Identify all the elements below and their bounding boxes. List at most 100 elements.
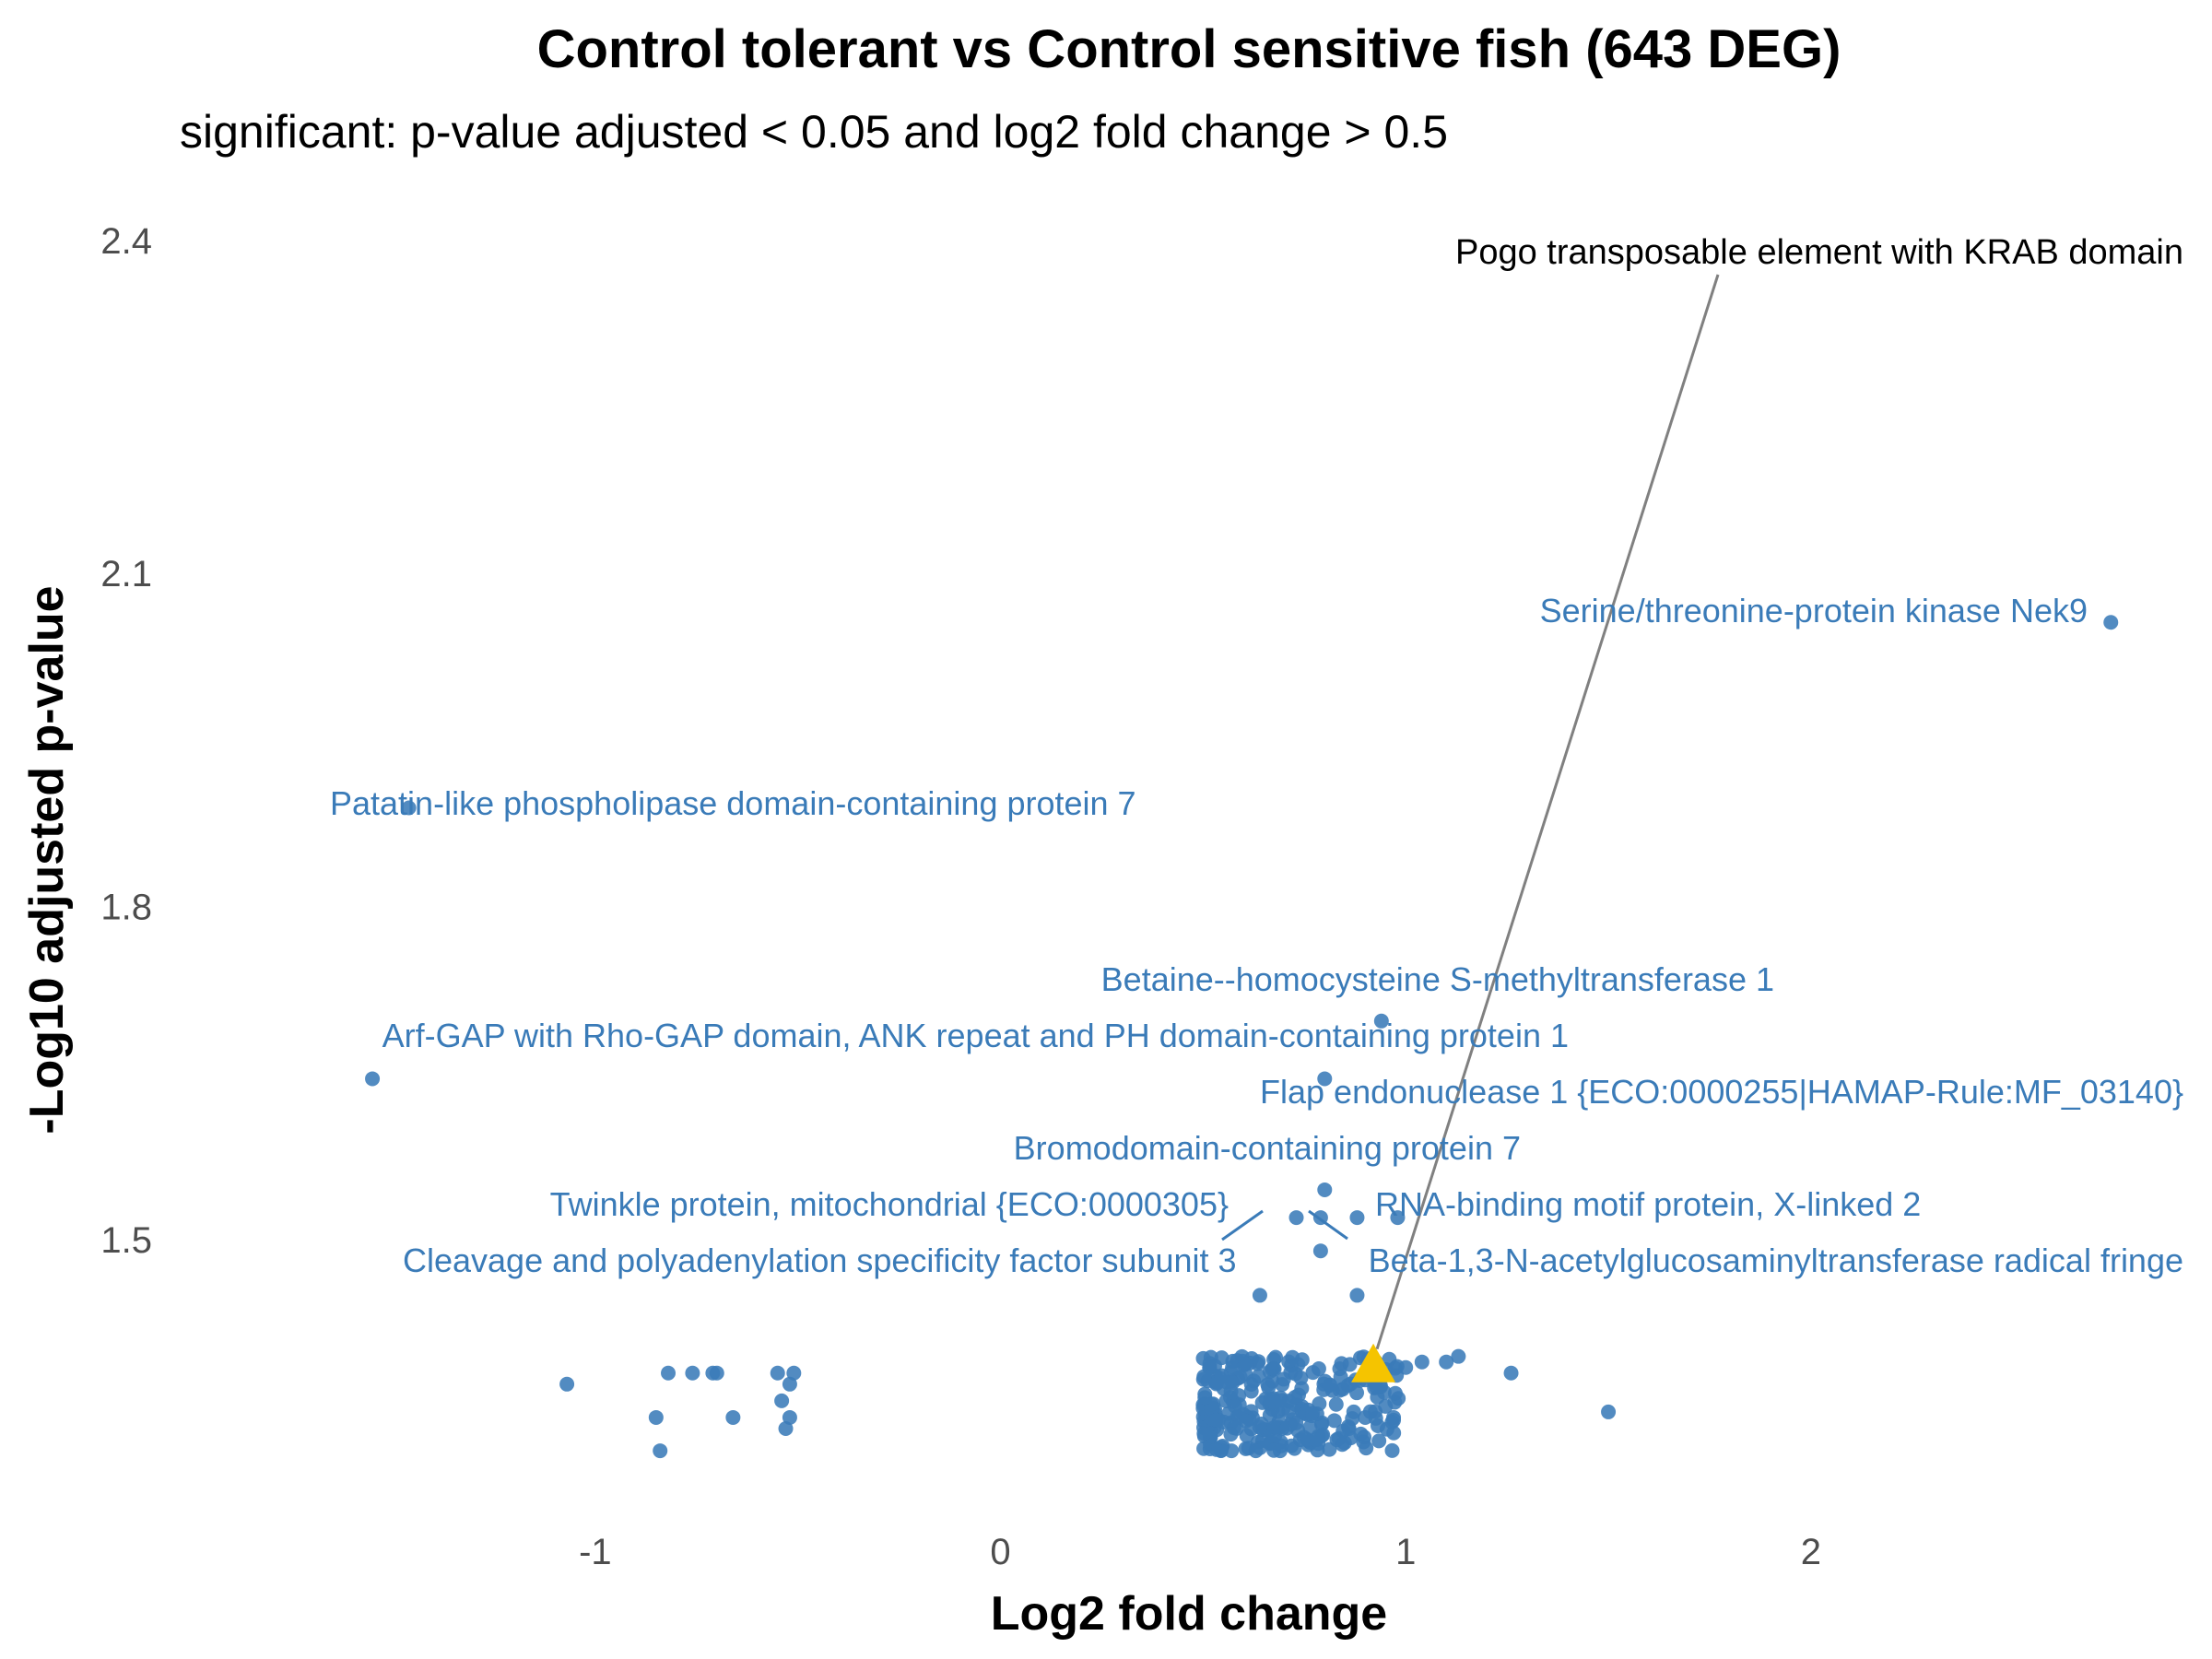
data-point bbox=[786, 1365, 802, 1381]
data-point bbox=[1196, 1369, 1212, 1384]
y-tick-label: 2.4 bbox=[100, 221, 152, 262]
highlight-label: Pogo transposable element with KRAB doma… bbox=[1455, 233, 2183, 272]
data-point bbox=[1328, 1396, 1344, 1412]
data-point bbox=[1414, 1354, 1430, 1370]
point-label: Flap endonuclease 1 {ECO:0000255|HAMAP-R… bbox=[1260, 1073, 2183, 1111]
data-point bbox=[709, 1365, 724, 1381]
label-connector-line bbox=[1375, 274, 1720, 1350]
point-label: Arf-GAP with Rho-GAP domain, ANK repeat … bbox=[382, 1017, 1569, 1054]
data-point bbox=[1387, 1385, 1403, 1401]
data-point bbox=[778, 1420, 794, 1436]
data-point bbox=[1243, 1377, 1259, 1393]
data-point bbox=[782, 1376, 797, 1392]
data-point bbox=[1503, 1365, 1519, 1381]
point-label: Patatin-like phospholipase domain-contai… bbox=[330, 784, 1136, 822]
data-point bbox=[2103, 615, 2119, 630]
data-point bbox=[1252, 1288, 1267, 1303]
data-point bbox=[1266, 1361, 1282, 1377]
data-point bbox=[1239, 1428, 1254, 1443]
data-point bbox=[1225, 1375, 1241, 1391]
data-point bbox=[770, 1365, 785, 1381]
data-point bbox=[1451, 1348, 1466, 1364]
data-point bbox=[1317, 1182, 1333, 1197]
data-point bbox=[1373, 1013, 1389, 1029]
data-point bbox=[1326, 1413, 1342, 1429]
data-point bbox=[1390, 1210, 1406, 1226]
x-tick-label: 1 bbox=[1395, 1532, 1416, 1572]
data-point bbox=[1314, 1415, 1330, 1430]
data-point bbox=[1227, 1398, 1242, 1414]
data-point bbox=[1195, 1350, 1211, 1366]
data-point bbox=[1268, 1349, 1284, 1365]
y-axis-ticks: 1.5 1.8 2.1 2.4 bbox=[100, 221, 152, 1261]
x-tick-label: -1 bbox=[579, 1532, 612, 1572]
data-point bbox=[1398, 1359, 1414, 1375]
data-point bbox=[1322, 1378, 1337, 1394]
point-label: Bromodomain-containing protein 7 bbox=[1014, 1129, 1521, 1167]
data-point bbox=[1292, 1432, 1308, 1448]
data-point bbox=[1276, 1371, 1291, 1387]
data-point bbox=[1305, 1365, 1321, 1381]
point-label: RNA-binding motif protein, X-linked 2 bbox=[1375, 1185, 1921, 1223]
data-point bbox=[1302, 1419, 1318, 1435]
data-point bbox=[1223, 1427, 1239, 1442]
data-point bbox=[1291, 1387, 1307, 1403]
data-point bbox=[648, 1409, 664, 1425]
data-point bbox=[1332, 1361, 1347, 1377]
data-point bbox=[1197, 1390, 1213, 1406]
data-point bbox=[1288, 1415, 1304, 1430]
data-point bbox=[1384, 1442, 1400, 1458]
point-label: Betaine--homocysteine S-methyltransferas… bbox=[1101, 960, 1774, 998]
point-label: Cleavage and polyadenylation specificity… bbox=[403, 1241, 1237, 1279]
data-point bbox=[1439, 1354, 1454, 1370]
data-point bbox=[1281, 1354, 1297, 1370]
data-point bbox=[1371, 1433, 1387, 1449]
data-point bbox=[782, 1409, 797, 1425]
highlight-triangle-point bbox=[1351, 1343, 1396, 1382]
data-point bbox=[1378, 1398, 1394, 1414]
data-point bbox=[1601, 1404, 1617, 1419]
data-point bbox=[401, 800, 417, 816]
data-points bbox=[365, 615, 2119, 1459]
data-point bbox=[1238, 1413, 1253, 1429]
data-point bbox=[661, 1365, 677, 1381]
label-connectors bbox=[1221, 274, 1720, 1350]
data-point bbox=[1288, 1366, 1303, 1382]
point-label: Serine/threonine-protein kinase Nek9 bbox=[1540, 592, 2088, 629]
data-point bbox=[1356, 1434, 1371, 1450]
data-point bbox=[685, 1365, 700, 1381]
chart-title: Control tolerant vs Control sensitive fi… bbox=[537, 19, 1841, 79]
data-point bbox=[1214, 1368, 1230, 1383]
data-point bbox=[1263, 1391, 1278, 1406]
data-point bbox=[1309, 1432, 1324, 1448]
data-point bbox=[1196, 1441, 1212, 1456]
data-point bbox=[365, 1071, 381, 1087]
data-point bbox=[1349, 1210, 1365, 1226]
data-point bbox=[1208, 1412, 1224, 1428]
data-point bbox=[774, 1393, 790, 1408]
y-tick-label: 2.1 bbox=[100, 554, 152, 594]
data-point bbox=[559, 1376, 575, 1392]
chart-subtitle: significant: p-value adjusted < 0.05 and… bbox=[180, 106, 1448, 158]
data-point bbox=[1317, 1071, 1333, 1087]
data-point bbox=[1252, 1419, 1267, 1435]
y-tick-label: 1.5 bbox=[100, 1220, 152, 1261]
data-point bbox=[1305, 1406, 1321, 1421]
point-label: Beta-1,3-N-acetylglucosaminyltransferase… bbox=[1369, 1241, 2183, 1279]
y-axis-title: -Log10 adjusted p-value bbox=[20, 585, 74, 1134]
data-point bbox=[1386, 1409, 1402, 1425]
data-point bbox=[1358, 1409, 1373, 1425]
data-point bbox=[1196, 1426, 1212, 1441]
point-labels: Serine/threonine-protein kinase Nek9 Pata… bbox=[330, 233, 2183, 1279]
data-point bbox=[1288, 1210, 1304, 1226]
data-point bbox=[1237, 1356, 1253, 1371]
data-point bbox=[1329, 1432, 1345, 1448]
data-point bbox=[1248, 1443, 1264, 1459]
data-point bbox=[1224, 1443, 1240, 1459]
data-point bbox=[725, 1409, 741, 1425]
y-tick-label: 1.8 bbox=[100, 888, 152, 928]
x-tick-label: 2 bbox=[1801, 1532, 1821, 1572]
data-point bbox=[653, 1443, 668, 1459]
data-point bbox=[1367, 1380, 1382, 1395]
